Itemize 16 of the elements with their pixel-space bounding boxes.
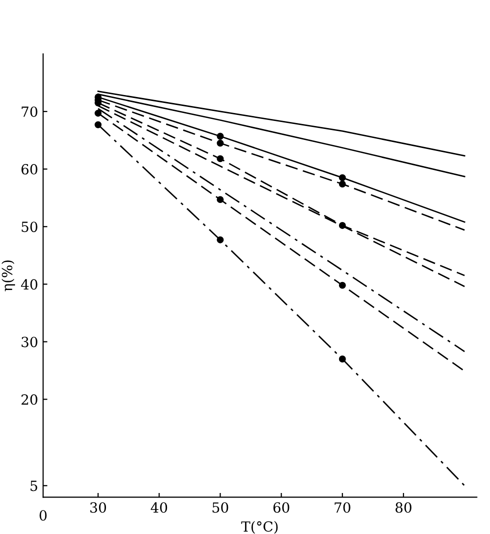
- y-tick-label: 5: [30, 480, 38, 492]
- y-tick-label: 40: [21, 279, 38, 290]
- x-axis-title: T(°C): [241, 521, 278, 534]
- y-axis-title: η(%): [2, 260, 16, 292]
- y-tick-label: 60: [22, 164, 38, 175]
- y-tick-label: 20: [22, 394, 38, 405]
- x-tick-label: 50: [212, 502, 228, 513]
- x-tick-label: 30: [90, 502, 106, 513]
- x-tick-label: 80: [396, 502, 412, 513]
- y-tick-label: 50: [22, 222, 38, 232]
- y-tick-label: 30: [22, 336, 38, 348]
- text: 0: [40, 510, 47, 521]
- x-tick-label: 60: [273, 502, 290, 513]
- y-tick-label: 70: [22, 106, 38, 117]
- x-tick-label: 70: [334, 502, 350, 513]
- x-tick-label: 40: [150, 502, 168, 513]
